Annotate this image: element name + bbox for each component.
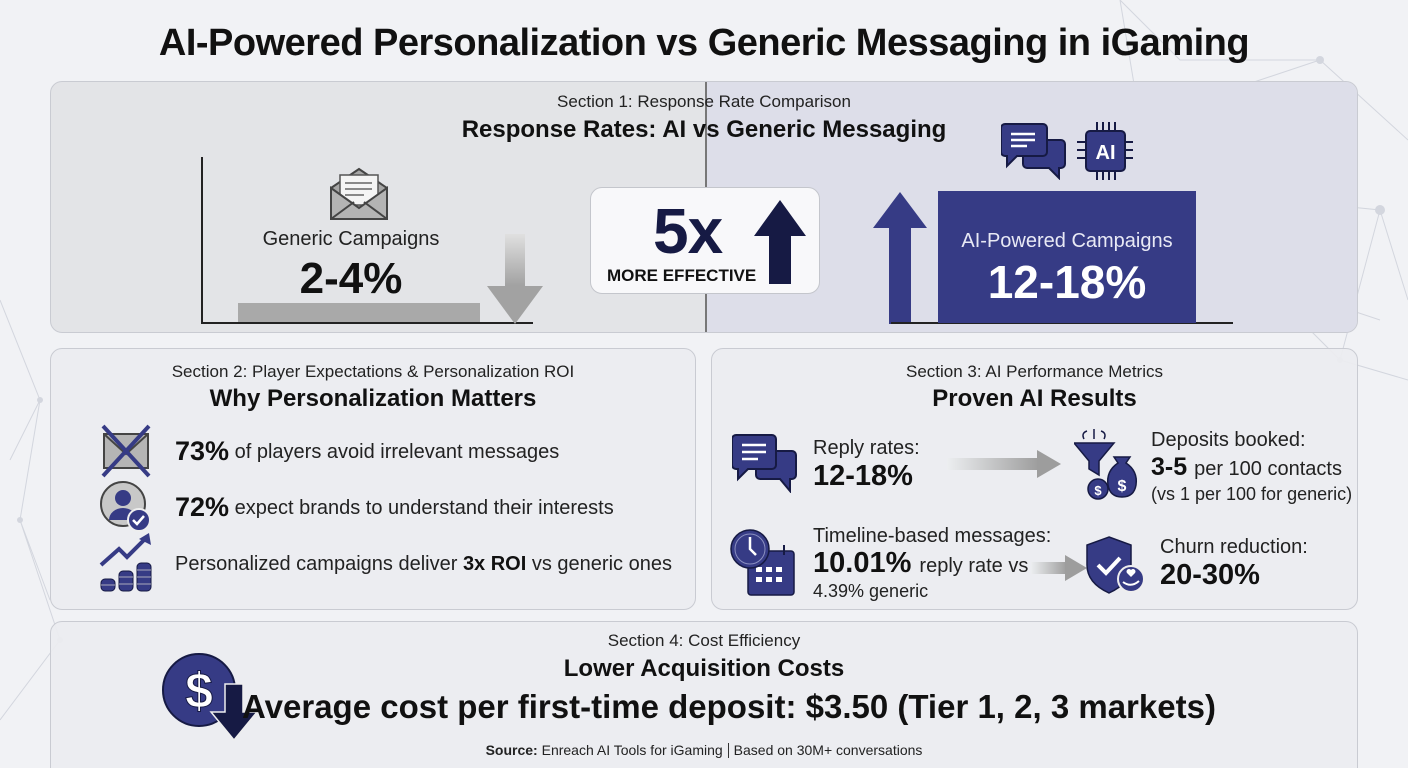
section-cost-efficiency: Section 4: Cost Efficiency Lower Acquisi… [50,621,1358,768]
source-label: Source: [485,742,538,758]
svg-text:$: $ [1094,483,1102,498]
metric-suffix: per 100 contacts [1194,458,1342,480]
crossed-envelope-icon [101,424,151,478]
growth-coins-icon [99,533,152,592]
cost-headline: Average cost per first-time deposit: $3.… [242,688,1216,725]
arrow-right-icon [1031,555,1087,581]
metric-timeline-messages: Timeline-based messages: 10.01% reply ra… [813,525,1051,602]
stat-text: expect brands to understand their intere… [234,497,614,519]
metric-value: 10.01% [813,547,912,579]
source-text: Enreach AI Tools for iGaming [541,742,723,758]
section-response-rates: Section 1: Response Rate Comparison Resp… [50,81,1358,333]
user-check-icon [100,481,151,532]
multiplier-value: 5x [653,195,723,267]
clock-calendar-icon [730,529,795,596]
multiplier-badge: 5x MORE EFFECTIVE [590,187,820,294]
svg-text:$: $ [185,663,213,719]
section-label: Section 3: AI Performance Metrics [906,362,1163,381]
metric-label: Deposits booked: [1151,429,1306,451]
section-ai-metrics: Section 3: AI Performance Metrics Proven… [711,348,1358,610]
section-title: Lower Acquisition Costs [563,655,845,682]
y-axis-generic [201,157,203,323]
page-title: AI-Powered Personalization vs Generic Me… [158,22,1250,64]
source-extra: Based on 30M+ conversations [733,742,923,758]
ai-campaigns-label: AI-Powered Campaigns [961,230,1173,252]
ai-campaigns-value: 12-18% [987,256,1147,308]
section-title: Why Personalization Matters [209,385,537,412]
source-separator [727,743,729,758]
metric-value: 12-18% [813,460,913,492]
dollar-down-icon: $ [162,653,259,742]
source-citation: Source: Enreach AI Tools for iGaming Base… [51,742,1357,758]
chat-bubbles-icon [732,434,797,493]
section-title: Proven AI Results [932,385,1137,412]
metric-value: 3-5 [1151,453,1188,481]
metric-reply-rates: Reply rates: 12-18% [813,437,920,493]
open-envelope-icon [330,167,388,220]
metric-label: Reply rates: [813,437,920,459]
stat-value: 73% [175,436,230,466]
metric-deposits-booked: Deposits booked: 3-5 per 100 contacts (v… [1151,429,1352,505]
stat-text: of players avoid irrelevant messages [234,441,560,463]
svg-text:$: $ [1118,478,1127,495]
generic-campaigns-value: 2-4% [299,254,403,303]
metric-label: Timeline-based messages: [813,525,1052,547]
stat-row: Personalized campaigns deliver 3x ROI vs… [51,533,695,593]
stat-highlight: 3x ROI [462,553,527,575]
generic-campaigns-label: Generic Campaigns [262,228,440,250]
funnel-money-icon: $ $ [1074,429,1138,500]
stat-text: vs generic ones [531,553,672,575]
section-label: Section 1: Response Rate Comparison [557,92,851,111]
stat-text: Personalized campaigns deliver [175,553,458,575]
stat-row: 73% of players avoid irrelevant messages [51,424,695,478]
generic-bar [238,303,480,322]
section-label: Section 4: Cost Efficiency [607,631,801,650]
x-axis-generic [201,322,533,324]
section-label: Section 2: Player Expectations & Persona… [171,362,575,381]
arrow-up-icon [873,192,927,324]
chat-bubbles-icon [1001,123,1066,180]
multiplier-caption: MORE EFFECTIVE [607,266,757,285]
svg-text:AI: AI [1096,142,1116,164]
metric-churn-reduction: Churn reduction: 20-30% [1160,536,1308,592]
ai-chip-icon: AI [1077,122,1133,180]
arrow-right-icon [947,450,1061,478]
stat-row: 72% expect brands to understand their in… [51,480,695,534]
metric-label: Churn reduction: [1160,536,1308,558]
shield-check-icon [1086,536,1145,594]
section-player-expectations: Section 2: Player Expectations & Persona… [50,348,696,610]
section-title: Response Rates: AI vs Generic Messaging [461,116,947,143]
metric-suffix: reply rate vs [919,555,1029,577]
metric-value: 20-30% [1160,559,1260,591]
arrow-up-icon [754,200,806,284]
stat-value: 72% [175,492,230,522]
metric-note: (vs 1 per 100 for generic) [1151,484,1353,504]
metric-note: 4.39% generic [813,581,929,601]
arrow-down-icon [487,234,543,324]
